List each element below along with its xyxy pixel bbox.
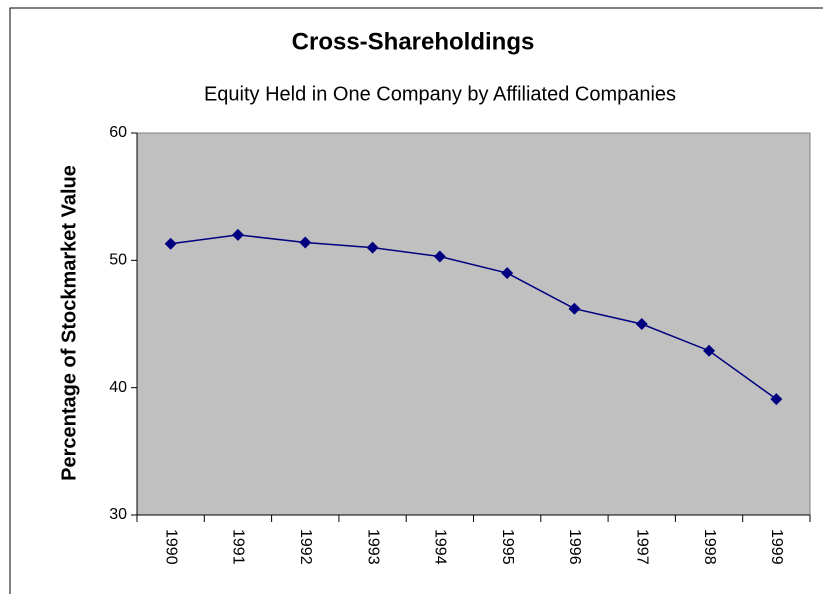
chart-title: Cross-Shareholdings [292,28,535,55]
y-tick-label: 60 [109,124,127,141]
x-tick-label: 1996 [566,529,583,565]
x-tick-label: 1999 [768,529,785,565]
marker [164,237,177,250]
y-axis-title: Percentage of Stockmarket Value [58,165,80,481]
line [170,234,777,400]
plot-area [136,132,811,516]
marker [366,241,379,254]
x-tick-label: 1998 [701,529,718,565]
x-tick-label: 1994 [432,529,449,565]
marker [501,267,514,280]
marker [231,228,244,241]
y-tick-label: 50 [109,252,127,269]
chart-subtitle: Equity Held in One Company by Affiliated… [204,83,676,105]
x-tick-label: 1991 [230,529,247,565]
marker [703,344,716,357]
marker [770,393,783,406]
x-tick-label: 1995 [499,529,516,565]
marker [568,302,581,315]
x-tick-label: 1990 [162,529,179,565]
marker [299,236,312,249]
x-tick-label: 1997 [634,529,651,565]
marker [635,318,648,330]
y-tick-label: 40 [109,379,127,396]
marker [433,250,446,263]
y-tick-label: 30 [109,506,127,523]
x-tick-label: 1993 [364,529,381,565]
x-tick-label: 1992 [297,529,314,565]
